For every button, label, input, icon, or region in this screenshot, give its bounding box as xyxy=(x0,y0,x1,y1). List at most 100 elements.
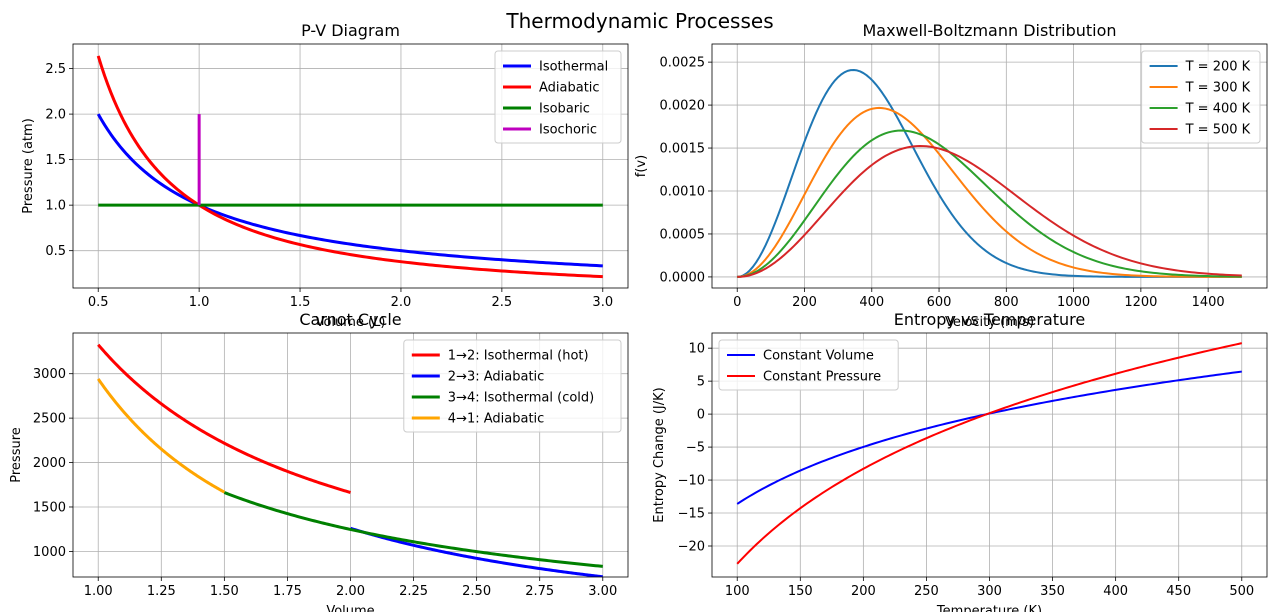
y-tick-label: −10 xyxy=(678,474,705,489)
legend-label: 4→1: Adiabatic xyxy=(448,412,545,427)
x-tick-label: 3.00 xyxy=(588,584,617,599)
x-tick-label: 2.75 xyxy=(525,584,554,599)
x-axis-label: Volume xyxy=(326,604,374,612)
y-axis-label: Entropy Change (J/K) xyxy=(652,387,667,522)
y-tick-label: 0.0020 xyxy=(660,99,706,114)
x-tick-label: 0 xyxy=(733,295,741,310)
series-line xyxy=(96,55,603,279)
x-tick-label: 450 xyxy=(1166,584,1191,599)
x-tick-label: 500 xyxy=(1229,584,1254,599)
y-tick-label: −15 xyxy=(678,507,705,522)
x-tick-label: 2.5 xyxy=(492,295,513,310)
series-line xyxy=(223,491,603,568)
legend: T = 200 K T = 300 K T = 400 K T = 500 K xyxy=(1141,50,1261,144)
series-line xyxy=(737,129,1242,278)
chart-title: Carnot Cycle xyxy=(299,310,401,329)
x-tick-label: 2.0 xyxy=(391,295,412,310)
x-tick-label: 2.50 xyxy=(462,584,491,599)
legend-label: Constant Volume xyxy=(763,349,874,364)
y-tick-label: 2000 xyxy=(33,456,66,471)
x-tick-label: 1.50 xyxy=(210,584,239,599)
series-line xyxy=(736,342,1242,565)
y-tick-label: 3000 xyxy=(33,367,66,382)
x-tick-label: 1.25 xyxy=(147,584,176,599)
legend: 1→2: Isothermal (hot) 2→3: Adiabatic 3→4: … xyxy=(403,339,622,433)
y-tick-label: −20 xyxy=(678,540,705,555)
x-tick-label: 2.00 xyxy=(336,584,365,599)
chart-mb: 0 200 400 600 800 1000 1200 1400 0.0000 0.0005 0.0… xyxy=(634,21,1268,330)
x-tick-label: 200 xyxy=(851,584,876,599)
x-axis-label: Temperature (K) xyxy=(936,604,1042,612)
legend-frame xyxy=(1141,50,1261,144)
y-axis-label: Pressure xyxy=(9,427,24,483)
legend-label: 3→4: Isothermal (cold) xyxy=(448,391,594,406)
x-axis-label: Velocity (m/s) xyxy=(945,315,1034,330)
y-tick-label: 10 xyxy=(688,342,705,357)
legend-label: Isochoric xyxy=(539,123,597,138)
figure-title: Thermodynamic Processes xyxy=(505,9,773,33)
legend-label: T = 200 K xyxy=(1185,60,1251,75)
y-tick-label: 0.0010 xyxy=(660,185,706,200)
series-line xyxy=(350,526,603,577)
y-tick-label: 1.5 xyxy=(45,153,66,168)
x-tick-label: 1.0 xyxy=(189,295,210,310)
legend-label: Isothermal xyxy=(539,60,608,75)
x-tick-label: 300 xyxy=(977,584,1002,599)
x-tick-label: 800 xyxy=(994,295,1019,310)
y-tick-label: 0 xyxy=(697,408,705,423)
axes-frame xyxy=(711,43,1268,289)
series-group xyxy=(736,342,1242,565)
chart-pv: 0.5 1.0 1.5 2.0 2.5 3.0 0.5 1.0 1.5 2.0 2.5 P-V Dia… xyxy=(21,21,629,330)
legend: Constant Volume Constant Pressure xyxy=(718,339,899,391)
chart-title: Entropy vs Temperature xyxy=(894,310,1086,329)
y-tick-label: 0.0000 xyxy=(660,270,706,285)
x-tick-label: 1400 xyxy=(1192,295,1225,310)
x-tick-label: 1000 xyxy=(1057,295,1090,310)
series-line xyxy=(96,378,226,494)
y-axis-label: Pressure (atm) xyxy=(21,118,36,214)
series-group xyxy=(96,343,603,577)
x-tick-label: 400 xyxy=(1103,584,1128,599)
legend-label: 2→3: Adiabatic xyxy=(448,370,545,385)
y-tick-label: 0.0025 xyxy=(660,56,706,71)
x-tick-label: 1.5 xyxy=(290,295,311,310)
y-tick-label: 5 xyxy=(697,375,705,390)
y-tick-label: 1500 xyxy=(33,500,66,515)
y-tick-label: −5 xyxy=(686,441,705,456)
x-tick-label: 0.5 xyxy=(88,295,109,310)
legend-label: Isobaric xyxy=(539,102,590,117)
legend-label: Adiabatic xyxy=(539,81,600,96)
legend-label: 1→2: Isothermal (hot) xyxy=(448,349,589,364)
x-tick-label: 1.00 xyxy=(84,584,113,599)
series-group xyxy=(737,68,1242,278)
y-tick-label: 0.5 xyxy=(45,244,66,259)
series-group xyxy=(96,55,603,279)
legend: Isothermal Adiabatic Isobaric Isochoric xyxy=(494,50,622,144)
x-tick-label: 350 xyxy=(1040,584,1065,599)
chart-entropy: 100 150 200 250 300 350 400 450 500 −20 −15 −10 −5 0 5… xyxy=(652,310,1268,612)
x-tick-label: 1200 xyxy=(1124,295,1157,310)
y-tick-label: 0.0005 xyxy=(660,227,706,242)
series-line xyxy=(737,145,1242,278)
x-tick-label: 250 xyxy=(914,584,939,599)
x-tick-label: 400 xyxy=(859,295,884,310)
x-tick-label: 1.75 xyxy=(273,584,302,599)
chart-title: P-V Diagram xyxy=(301,21,400,40)
chart-panels: 0.5 1.0 1.5 2.0 2.5 3.0 0.5 1.0 1.5 2.0 2.5 P-V Dia… xyxy=(9,21,1268,612)
y-tick-label: 1000 xyxy=(33,545,66,560)
x-tick-label: 3.0 xyxy=(592,295,613,310)
legend-frame xyxy=(403,339,622,433)
y-tick-label: 2.5 xyxy=(45,62,66,77)
chart-title: Maxwell-Boltzmann Distribution xyxy=(862,21,1116,40)
x-axis-label: Volume (L) xyxy=(316,315,386,330)
y-tick-label: 1.0 xyxy=(45,199,66,214)
axes-frame xyxy=(72,43,629,289)
x-tick-label: 200 xyxy=(792,295,817,310)
series-line xyxy=(97,343,351,494)
legend-frame xyxy=(494,50,622,144)
x-tick-label: 150 xyxy=(788,584,813,599)
y-tick-label: 0.0015 xyxy=(660,142,706,157)
x-tick-label: 600 xyxy=(927,295,952,310)
x-tick-label: 2.25 xyxy=(399,584,428,599)
